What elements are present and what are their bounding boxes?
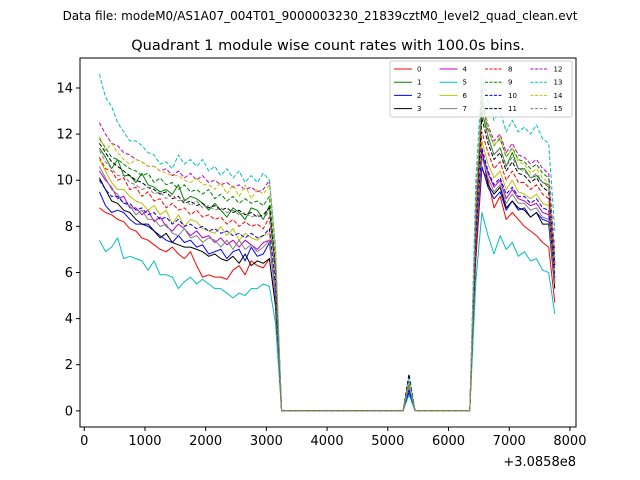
legend-label-12: 12 — [554, 66, 563, 74]
legend-label-13: 13 — [554, 79, 563, 87]
legend-label-14: 14 — [554, 92, 563, 100]
legend-label-5: 5 — [463, 79, 467, 87]
legend-label-10: 10 — [508, 92, 517, 100]
y-tick-label: 0 — [65, 404, 73, 419]
legend-label-9: 9 — [508, 79, 512, 87]
series-line-15 — [98, 87, 556, 412]
x-tick-label: 2000 — [189, 434, 222, 449]
x-tick-label: 3000 — [250, 434, 283, 449]
y-tick-label: 2 — [65, 358, 73, 373]
x-tick-label: 1000 — [128, 434, 161, 449]
legend-label-4: 4 — [463, 66, 468, 74]
legend-box — [389, 60, 573, 118]
x-tick-label: 0 — [80, 434, 88, 449]
chart-title: Quadrant 1 module wise count rates with … — [131, 38, 525, 54]
legend-label-11: 11 — [508, 105, 517, 113]
y-tick-label: 10 — [56, 174, 73, 189]
legend-label-15: 15 — [554, 105, 563, 113]
y-tick-label: 14 — [56, 81, 73, 96]
y-tick-label: 8 — [65, 220, 73, 235]
legend-label-1: 1 — [417, 79, 421, 87]
legend-label-7: 7 — [463, 105, 467, 113]
x-tick-label: 8000 — [553, 434, 586, 449]
legend-label-0: 0 — [417, 66, 421, 74]
y-tick-label: 6 — [65, 266, 73, 281]
x-tick-label: 6000 — [432, 434, 465, 449]
legend-label-6: 6 — [463, 92, 468, 100]
axes-frame — [79, 57, 577, 428]
legend-label-2: 2 — [417, 92, 421, 100]
legend-label-3: 3 — [417, 105, 421, 113]
data-file-suptitle: Data file: modeM0/AS1A07_004T01_90000032… — [63, 9, 578, 23]
x-offset-label: +3.0858e8 — [503, 455, 576, 470]
y-tick-label: 12 — [56, 128, 73, 143]
y-tick-label: 4 — [65, 312, 73, 327]
x-tick-label: 4000 — [311, 434, 344, 449]
x-tick-label: 5000 — [371, 434, 404, 449]
legend-label-8: 8 — [508, 66, 512, 74]
plot-area: 0 1000 2000 3000 4000 5000 6000 7000 80000246810… — [56, 57, 586, 449]
x-tick-label: 7000 — [493, 434, 526, 449]
